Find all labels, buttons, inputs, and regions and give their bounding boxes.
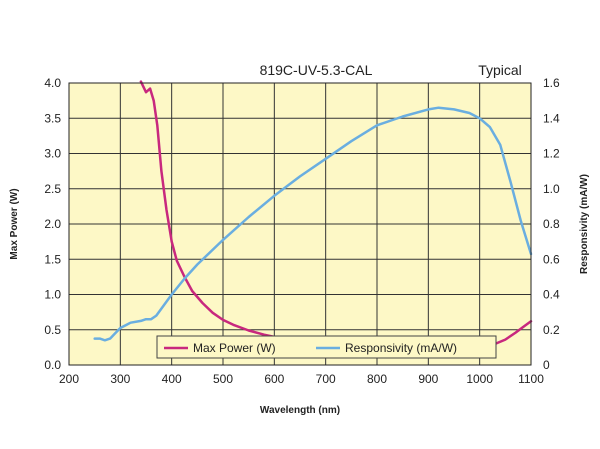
y-tick-label-right: 1.6	[543, 76, 560, 90]
y-tick-label-left: 3.0	[44, 147, 61, 161]
y-tick-label-right: 1.2	[543, 147, 560, 161]
legend: Max Power (W) Responsivity (mA/W)	[156, 335, 497, 359]
y-tick-label-right: 1.0	[543, 182, 560, 196]
series-line-responsivity	[93, 106, 533, 342]
y-axis-title-right: Responsivity (mA/W)	[579, 174, 590, 274]
y-tick-label-right: 1.4	[543, 111, 560, 125]
y-tick-label-right: 0.4	[543, 288, 560, 302]
x-tick-label: 1000	[466, 372, 493, 386]
y-tick-label-left: 2.0	[44, 217, 61, 231]
y-tick-label-right: 0.2	[543, 323, 560, 337]
y-tick-label-left: 2.5	[44, 182, 61, 196]
tick-labels: 200 300 400 500 600 700 800 900 1000 1100 0.0 0.5 1.…	[44, 76, 560, 386]
y-tick-label-right: 0	[543, 358, 550, 372]
chart-subtitle: Typical	[478, 62, 522, 78]
chart-title: 819C-UV-5.3-CAL	[260, 62, 373, 78]
x-tick-label: 200	[59, 372, 79, 386]
x-axis-title: Wavelength (nm)	[260, 405, 340, 416]
y-tick-label-left: 1.5	[44, 252, 61, 266]
y-tick-label-left: 0.5	[44, 323, 61, 337]
x-tick-label: 900	[418, 372, 438, 386]
x-tick-label: 700	[316, 372, 336, 386]
x-tick-label: 300	[110, 372, 130, 386]
x-tick-label: 500	[213, 372, 233, 386]
plot-frame	[68, 82, 532, 366]
legend-label-max-power: Max Power (W)	[193, 341, 276, 355]
y-tick-label-left: 1.0	[44, 288, 61, 302]
x-tick-label: 800	[367, 372, 387, 386]
y-tick-label-left: 0.0	[44, 358, 61, 372]
y-tick-label-right: 0.8	[543, 217, 560, 231]
grid	[69, 83, 531, 365]
y-tick-label-left: 4.0	[44, 76, 61, 90]
x-tick-label: 1100	[518, 372, 544, 386]
legend-label-responsivity: Responsivity (mA/W)	[345, 341, 457, 355]
y-tick-label-left: 3.5	[44, 111, 61, 125]
y-tick-label-right: 0.6	[543, 252, 560, 266]
x-tick-label: 600	[264, 372, 284, 386]
y-axis-title-left: Max Power (W)	[9, 188, 20, 259]
x-tick-label: 400	[162, 372, 182, 386]
